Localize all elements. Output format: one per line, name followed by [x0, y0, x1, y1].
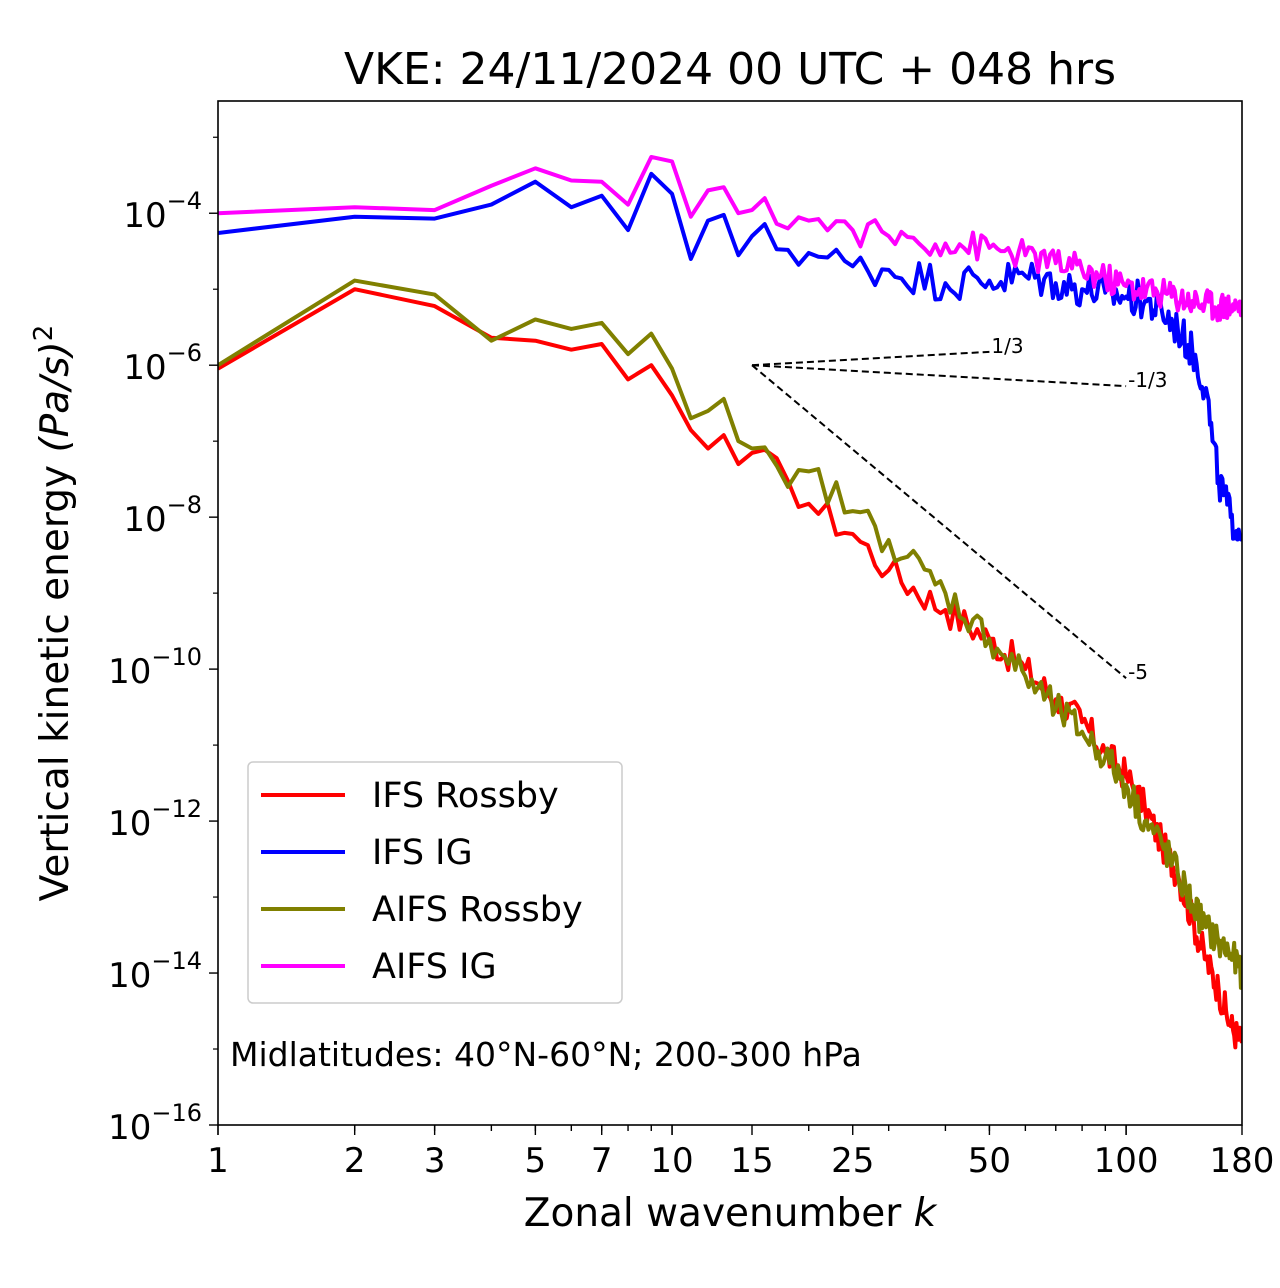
y-tick-label: 10−10 [108, 643, 202, 692]
y-tick-label: 10−4 [123, 187, 202, 236]
y-tick-label: 10−8 [123, 491, 202, 540]
y-tick-label: 10−14 [108, 947, 202, 996]
reference-slope-label: -5 [1128, 660, 1148, 684]
y-tick-label: 10−12 [108, 795, 202, 844]
x-tick-label: 15 [730, 1141, 773, 1181]
reference-slope-line [751, 364, 1127, 679]
plot-frame [217, 100, 1243, 1126]
legend-label-ifs-ig: IFS IG [372, 833, 473, 873]
axis-ticks: 1 2 3 5 7 10 15 25 50 100 180 10−4 10−6 10−8 10−10 10−1… [108, 136, 1275, 1181]
x-tick-label: 100 [1094, 1141, 1159, 1181]
x-tick-label: 50 [968, 1141, 1011, 1181]
reference-slope-line [751, 364, 1127, 388]
x-tick-label: 3 [424, 1141, 446, 1181]
x-tick-label: 25 [831, 1141, 874, 1181]
series-layer [218, 154, 1242, 1050]
reference-slope-label: -1/3 [1128, 368, 1167, 392]
series-line-aifs-ig [218, 154, 1242, 323]
x-tick-label: 7 [591, 1141, 613, 1181]
reference-slope-line [751, 350, 990, 367]
x-tick-label: 180 [1210, 1141, 1275, 1181]
legend-box [247, 761, 623, 1004]
x-tick-label: 2 [344, 1141, 366, 1181]
y-tick-label: 10−6 [123, 339, 202, 388]
region-annotation: Midlatitudes: 40°N-60°N; 200-300 hPa [230, 1035, 862, 1074]
x-tick-label: 5 [525, 1141, 547, 1181]
x-tick-label: 10 [650, 1141, 693, 1181]
legend-label-ifs-rossby: IFS Rossby [372, 776, 559, 816]
series-line-aifs-rossby [218, 278, 1242, 990]
x-axis-label: Zonal wavenumber k [524, 1191, 938, 1236]
y-axis-label: Vertical kinetic energy (Pa/s)2 [29, 325, 78, 902]
reference-slope-label: 1/3 [991, 334, 1023, 358]
reference-slope-lines: 1/3 -1/3 -5 [751, 334, 1168, 684]
legend: IFS Rossby IFS IG AIFS Rossby AIFS IG [247, 761, 623, 1004]
y-tick-label: 10−16 [108, 1099, 202, 1148]
legend-label-aifs-rossby: AIFS Rossby [372, 890, 583, 930]
x-tick-label: 1 [207, 1141, 229, 1181]
legend-label-aifs-ig: AIFS IG [372, 947, 497, 987]
chart-title: VKE: 24/11/2024 00 UTC + 048 hrs [344, 44, 1116, 95]
